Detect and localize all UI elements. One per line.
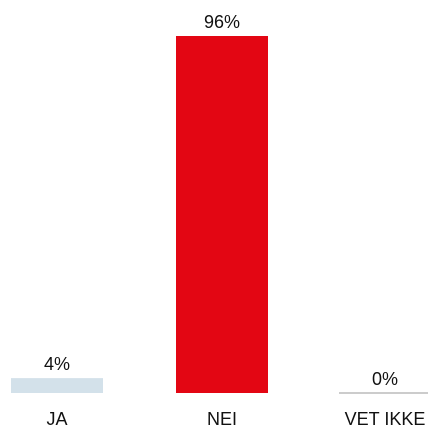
category-label: NEI [207, 409, 237, 429]
category-label: VET IKKE [345, 409, 426, 429]
value-label: 4% [44, 354, 70, 374]
bar-ja [11, 378, 103, 393]
bar-nei [176, 36, 268, 393]
category-label: JA [46, 409, 67, 429]
value-label: 0% [372, 369, 398, 389]
value-label: 96% [204, 12, 240, 32]
